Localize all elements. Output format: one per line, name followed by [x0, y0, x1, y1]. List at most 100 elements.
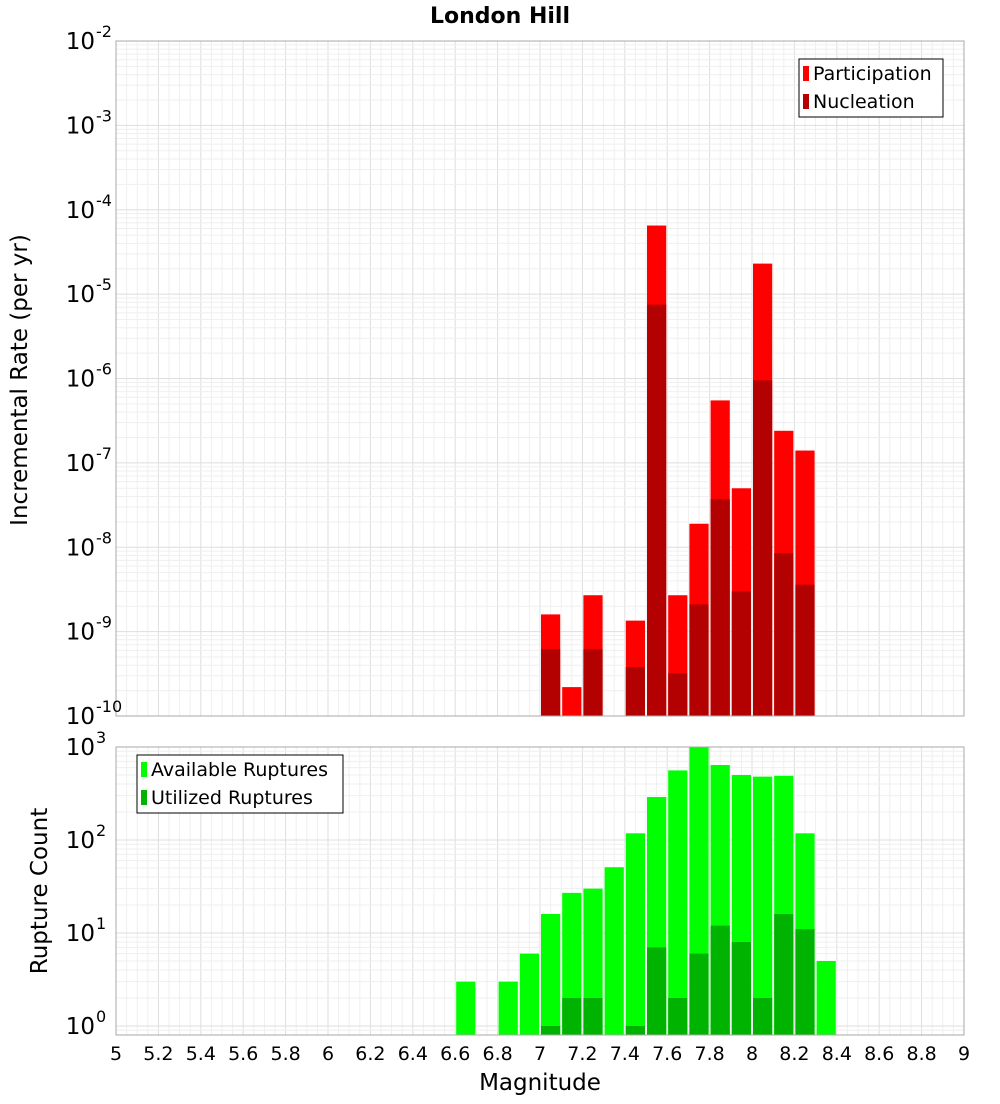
x-tick-label: 8.2	[779, 1043, 809, 1065]
count-bar-utilized-ruptures	[710, 925, 730, 1035]
x-tick-label: 5.6	[228, 1043, 258, 1065]
available-legend-label: Available Ruptures	[151, 759, 328, 781]
x-tick-label: 8.6	[864, 1043, 894, 1065]
count-bar-utilized-ruptures	[647, 947, 667, 1035]
x-tick-label: 7.6	[652, 1043, 682, 1065]
rate-bar-nucleation	[731, 591, 751, 716]
rate-y-tick-exponent: -6	[96, 360, 112, 379]
rate-y-tick-exponent: -7	[96, 444, 112, 463]
count-bar-utilized-ruptures	[583, 997, 603, 1035]
count-bar-utilized-ruptures	[731, 942, 751, 1035]
rate-bar-nucleation	[668, 673, 688, 716]
rate-bar-nucleation	[753, 380, 773, 716]
count-bar-utilized-ruptures	[795, 929, 815, 1035]
count-bar-available-ruptures	[668, 770, 688, 1035]
count-bar-available-ruptures	[456, 981, 476, 1035]
count-bar-utilized-ruptures	[774, 914, 794, 1035]
rate-grid	[115, 40, 965, 717]
nucleation-legend-label: Nucleation	[813, 91, 915, 113]
count-bar-utilized-ruptures	[625, 1025, 645, 1035]
rate-y-tick-exponent: -2	[96, 22, 112, 41]
x-tick-label: 7.8	[694, 1043, 724, 1065]
rate-y-tick-exponent: -5	[96, 275, 112, 294]
x-tick-label: 5	[110, 1043, 122, 1065]
count-bar-utilized-ruptures	[689, 953, 709, 1035]
participation-legend-swatch	[803, 66, 809, 81]
x-tick-label: 5.2	[143, 1043, 173, 1065]
rate-y-tick-label: 10	[66, 367, 95, 393]
count-y-tick-label: 10	[66, 1014, 95, 1040]
count-bar-available-ruptures	[541, 914, 561, 1035]
rate-y-tick-label: 10	[66, 704, 95, 730]
participation-legend-label: Participation	[813, 63, 932, 85]
x-tick-label: 8	[746, 1043, 758, 1065]
rate-bars	[541, 225, 815, 716]
count-y-tick-exponent: 0	[96, 1007, 106, 1026]
rate-plot-border	[115, 40, 965, 717]
rate-y-tick-exponent: -8	[96, 528, 112, 547]
count-y-tick-label: 10	[66, 828, 95, 854]
rate-legend-box	[798, 58, 944, 118]
available-legend-swatch	[141, 762, 147, 777]
rate-y-tick-exponent: -4	[96, 191, 112, 210]
utilized-legend-swatch	[141, 790, 147, 805]
x-tick-label: 7	[534, 1043, 546, 1065]
count-bar-utilized-ruptures	[541, 1025, 561, 1035]
rate-y-tick-label: 10	[66, 29, 95, 55]
bottom-ylabel: Rupture Count	[27, 808, 53, 974]
rate-bar-nucleation	[541, 649, 561, 716]
x-tick-label: 7.4	[610, 1043, 640, 1065]
chart-title: London Hill	[430, 4, 570, 29]
rate-y-tick-exponent: -3	[96, 106, 112, 125]
x-axis-label: Magnitude	[479, 1070, 601, 1096]
rate-y-tick-exponent: -9	[96, 613, 112, 632]
count-y-tick-label: 10	[66, 921, 95, 947]
count-y-tick-exponent: 3	[96, 728, 106, 747]
rate-y-tick-label: 10	[66, 620, 95, 646]
rate-y-tick-label: 10	[66, 535, 95, 561]
count-plot-border	[115, 746, 965, 1036]
count-bar-available-ruptures	[498, 981, 518, 1035]
rate-bar-participation	[562, 687, 582, 716]
utilized-legend-label: Utilized Ruptures	[151, 787, 313, 809]
count-bar-available-ruptures	[604, 867, 624, 1035]
count-bar-utilized-ruptures	[562, 997, 582, 1035]
x-tick-label: 6.6	[440, 1043, 470, 1065]
rate-bar-nucleation	[795, 584, 815, 716]
top-ylabel: Incremental Rate (per yr)	[7, 234, 33, 526]
x-tick-label: 6.8	[482, 1043, 512, 1065]
x-tick-label: 6.4	[398, 1043, 428, 1065]
count-y-tick-exponent: 2	[96, 821, 106, 840]
count-legend: Available Ruptures Utilized Ruptures	[136, 754, 344, 814]
rate-y-tick-label: 10	[66, 282, 95, 308]
count-bars	[456, 747, 836, 1035]
count-bar-utilized-ruptures	[753, 997, 773, 1035]
rate-y-tick-label: 10	[66, 451, 95, 477]
x-tick-label: 5.4	[186, 1043, 216, 1065]
count-y-tick-exponent: 1	[96, 914, 106, 933]
count-bar-available-ruptures	[753, 776, 773, 1035]
nucleation-legend-swatch	[803, 94, 809, 109]
x-tick-label: 6.2	[355, 1043, 385, 1065]
x-tick-label: 7.2	[567, 1043, 597, 1065]
count-bar-available-ruptures	[625, 833, 645, 1035]
rate-bar-nucleation	[583, 649, 603, 716]
rate-y-tick-exponent: -10	[96, 697, 122, 716]
rate-y-tick-label: 10	[66, 113, 95, 139]
rate-bar-nucleation	[689, 604, 709, 716]
count-bar-available-ruptures	[519, 953, 539, 1035]
rate-y-tick-label: 10	[66, 198, 95, 224]
rate-bar-nucleation	[710, 499, 730, 716]
x-ticks: 5 5.2 5.4 5.6 5.8 6 6.2 6.4 6.6 6.8 7 7.2 7.4 7.6 7.8 8…	[110, 1043, 970, 1065]
rate-bar-nucleation	[774, 553, 794, 716]
x-tick-label: 8.8	[906, 1043, 936, 1065]
x-tick-label: 8.4	[822, 1043, 852, 1065]
count-bar-utilized-ruptures	[668, 997, 688, 1035]
rate-bar-nucleation	[647, 304, 667, 716]
rate-bar-nucleation	[625, 667, 645, 716]
